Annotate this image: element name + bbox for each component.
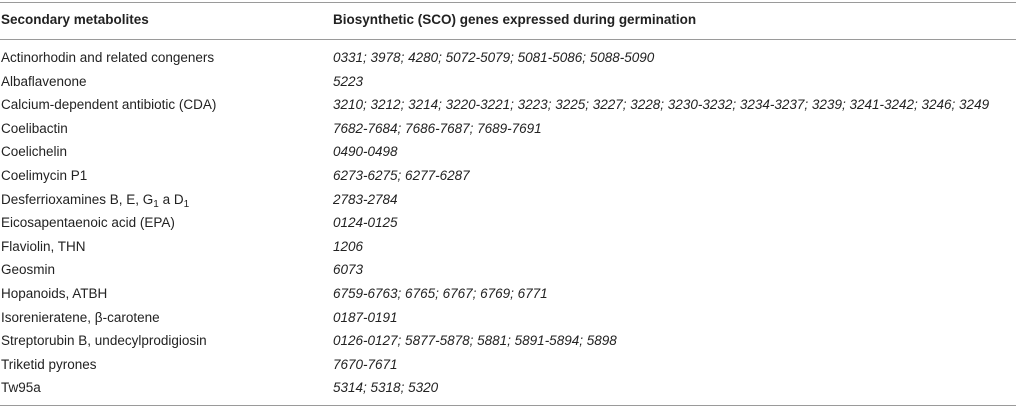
table-row: Hopanoids, ATBH 6759-6763; 6765; 6767; 6…	[0, 283, 1016, 307]
subscript: 1	[183, 198, 190, 210]
table-row: Actinorhodin and related congeners 0331;…	[0, 47, 1016, 71]
table-row: Streptorubin B, undecylprodigiosin 0126-…	[0, 330, 1016, 354]
genes-cell: 0331; 3978; 4280; 5072-5079; 5081-5086; …	[333, 50, 655, 65]
table-row: Flaviolin, THN 1206	[0, 236, 1016, 260]
genes-cell: 1206	[333, 238, 364, 254]
table-row: Triketid pyrones 7670-7671	[0, 354, 1016, 378]
subscript: 1	[153, 198, 159, 210]
table-row: Albaflavenone 5223	[0, 71, 1016, 95]
genes-cell: 0187-0191	[333, 309, 398, 325]
metabolite-cell: Tw95a	[1, 380, 41, 396]
table-header-row: Secondary metabolites Biosynthetic (SCO)…	[0, 2, 1016, 39]
metabolite-cell: Triketid pyrones	[1, 356, 97, 372]
metabolite-cell: Coelichelin	[1, 144, 68, 160]
genes-cell: 6759-6763; 6765; 6767; 6769; 6771	[333, 285, 548, 301]
genes-cell: 5314; 5318; 5320	[333, 380, 439, 396]
metabolite-cell: Hopanoids, ATBH	[1, 285, 108, 301]
genes-cell: 0490-0498	[333, 144, 398, 160]
metabolite-text: Desferrioxamines B, E, G	[1, 191, 154, 207]
metabolite-cell: Coelibactin	[1, 120, 68, 136]
table-row: Isorenieratene, β-carotene 0187-0191	[0, 307, 1016, 331]
table-body: Actinorhodin and related congeners 0331;…	[0, 47, 1016, 401]
metabolite-cell: Calcium-dependent antibiotic (CDA)	[1, 97, 217, 113]
header-biosynthetic-genes: Biosynthetic (SCO) genes expressed durin…	[333, 12, 697, 27]
table-bottom-rule	[0, 405, 1016, 406]
genes-cell: 5223	[333, 73, 364, 89]
metabolite-cell: Streptorubin B, undecylprodigiosin	[1, 333, 207, 349]
table-top-rule	[0, 2, 1016, 3]
table-row: Calcium-dependent antibiotic (CDA) 3210;…	[0, 94, 1016, 118]
genes-cell: 0126-0127; 5877-5878; 5881; 5891-5894; 5…	[333, 333, 617, 349]
table-row: Desferrioxamines B, E, G1 a D1 2783-2784	[0, 189, 1016, 213]
genes-cell: 2783-2784	[333, 191, 398, 207]
table-row: Coelimycin P1 6273-6275; 6277-6287	[0, 165, 1016, 189]
metabolite-cell: Flaviolin, THN	[1, 238, 86, 254]
genes-cell: 0124-0125	[333, 215, 398, 231]
header-secondary-metabolites: Secondary metabolites	[1, 12, 149, 27]
genes-cell: 3210; 3212; 3214; 3220-3221; 3223; 3225;…	[333, 97, 990, 113]
metabolite-cell: Actinorhodin and related congeners	[1, 50, 215, 65]
metabolite-text: a D	[158, 191, 184, 207]
table-header-rule	[0, 39, 1016, 40]
table-row: Coelibactin 7682-7684; 7686-7687; 7689-7…	[0, 118, 1016, 142]
genes-cell: 7682-7684; 7686-7687; 7689-7691	[333, 120, 542, 136]
metabolite-cell: Desferrioxamines B, E, G1 a D1	[1, 191, 190, 210]
genes-cell: 6273-6275; 6277-6287	[333, 167, 470, 183]
metabolite-cell: Coelimycin P1	[1, 167, 88, 183]
table-row: Coelichelin 0490-0498	[0, 141, 1016, 165]
table-row: Geosmin 6073	[0, 259, 1016, 283]
genes-cell: 6073	[333, 262, 364, 278]
table-row: Eicosapentaenoic acid (EPA) 0124-0125	[0, 212, 1016, 236]
genes-cell: 7670-7671	[333, 356, 398, 372]
table-row: Tw95a 5314; 5318; 5320	[0, 377, 1016, 401]
metabolite-cell: Albaflavenone	[1, 73, 87, 89]
metabolite-cell: Geosmin	[1, 262, 56, 278]
metabolite-cell: Isorenieratene, β-carotene	[1, 309, 160, 325]
metabolite-cell: Eicosapentaenoic acid (EPA)	[1, 215, 175, 231]
